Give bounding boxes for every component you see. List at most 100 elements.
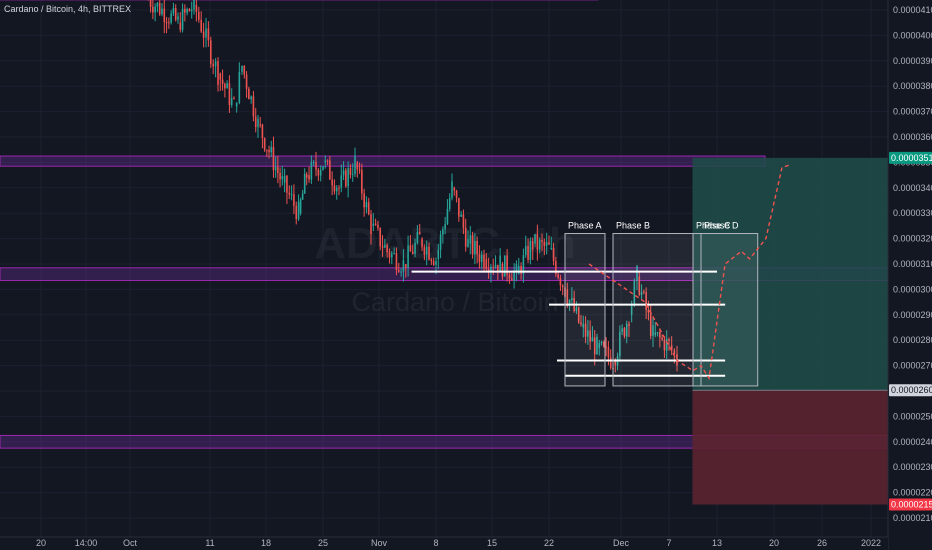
price-tick-label: 0.00002100 [893,513,932,523]
candle-body [230,98,233,105]
candle-body [421,238,423,248]
candle-body [351,173,354,175]
candle-body [315,162,317,170]
candle-body [423,247,426,255]
candle-body [430,259,433,262]
candle-body [195,4,198,12]
candle-body [390,253,393,258]
price-badge-stop-label: 0.00002153 [891,500,932,510]
candle-body [598,343,601,348]
symbol-title[interactable]: Cardano / Bitcoin, 4h, BITTREX [4,4,132,14]
candle-body [367,202,370,215]
price-badge-stop[interactable] [889,498,932,511]
candle-body [177,16,179,20]
watermark-name: Cardano / Bitcoin [351,287,558,317]
price-badge-target[interactable] [889,151,932,164]
candle-body [517,266,520,275]
phase-box[interactable] [612,233,694,387]
candle-body [393,253,395,255]
candle-body [607,347,610,358]
support-resistance-lines[interactable] [411,270,726,377]
candle-body [522,255,525,274]
candle-body [416,231,419,243]
price-tick-label: 0.00002200 [893,488,932,498]
candle-body [455,190,458,198]
price-axis[interactable]: 0.00004100 BTC 0.00004000 0.00003900 0.0000… [887,0,932,550]
candle-body [279,173,281,180]
zone-rect[interactable] [0,155,766,167]
time-axis-bg [0,537,888,550]
candle-body [235,102,238,107]
price-tick-label: 0.00002300 [893,462,932,472]
candle-body [659,332,661,338]
time-axis[interactable]: 20 14:00 Oct 11 18 25 Nov 8 15 22 Dec 7 13 20 26 2022 [0,536,888,550]
candle-body [372,223,375,226]
candle-body [286,175,288,193]
candle-body [527,246,529,260]
candle-body [266,149,268,151]
candle-body [210,40,212,64]
candle-body [270,146,273,153]
candle-body [221,79,224,84]
price-axis-bg [888,0,932,550]
candle-body [605,346,607,348]
candle-body [640,291,643,295]
candle-body [529,241,532,260]
phase-box[interactable] [700,233,759,387]
candle-body [439,234,442,250]
stop-zone[interactable] [692,390,889,505]
candle-body [356,162,359,170]
candle-body [503,255,506,277]
candle-body [506,255,508,275]
candle-body [460,214,462,217]
target-zone[interactable] [692,157,889,391]
candle-body [485,258,488,270]
price-badge-entry[interactable] [889,384,932,397]
candle-body [293,194,295,206]
candle-body [552,247,555,262]
candle-body [377,224,379,228]
candle-body [379,227,382,247]
time-tick-label: 20 [769,538,779,548]
time-tick-label: 25 [318,538,328,548]
candle-body [580,322,582,325]
phase-box[interactable] [564,233,606,387]
candle-body [623,328,626,337]
candle-body [324,160,327,163]
candle-body [217,61,219,85]
candle-body [326,160,329,162]
price-tick-label: 0.00003000 [893,284,932,294]
candle-body [154,6,156,13]
candle-body [149,0,152,7]
candle-body [345,170,347,187]
candle-body [497,264,499,272]
candle-body [411,251,414,254]
price-tick-label: 0.00003300 [893,208,932,218]
candle-body [252,96,255,117]
candle-body [395,253,398,270]
candle-body [462,214,465,228]
candle-body [584,323,587,337]
candle-body [238,71,241,103]
long-position-tool[interactable] [692,157,889,505]
candle-body [654,332,657,336]
phase-box[interactable] [692,233,702,387]
candle-body [458,197,460,217]
candle-body [322,166,324,170]
time-tick-label: 20 [36,538,46,548]
candle-body [297,201,300,220]
candle-body [165,22,168,24]
candle-body [172,7,175,14]
candle-body [158,2,161,15]
candle-body [207,28,210,41]
time-tick-label: Dec [613,538,630,548]
candle-body [202,31,205,38]
price-tick-label: 0.00002700 [893,361,932,371]
candle-body [446,209,449,224]
candle-body [308,175,310,180]
candle-body [483,254,485,269]
candle-body [587,330,589,337]
candle-body [340,175,343,188]
